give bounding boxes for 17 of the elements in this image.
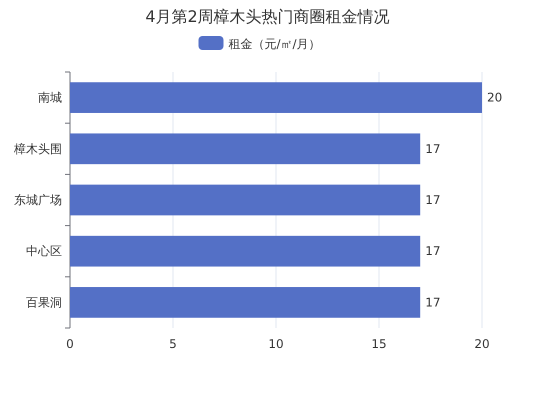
data-label: 17 <box>425 142 440 156</box>
data-label: 20 <box>487 90 502 105</box>
x-tick-label: 15 <box>371 337 387 351</box>
data-label: 17 <box>425 193 440 207</box>
legend-label: 租金（元/㎡/月） <box>228 37 321 51</box>
y-tick-label: 百果洞 <box>26 295 62 310</box>
y-tick-label: 东城广场 <box>14 193 62 207</box>
x-tick-label: 5 <box>169 337 177 351</box>
x-tick-label: 10 <box>268 337 284 351</box>
x-tick-label: 0 <box>66 337 74 351</box>
y-tick-label: 樟木头围 <box>13 142 62 156</box>
data-label: 17 <box>425 295 440 310</box>
chart-title: 4月第2周樟木头热门商圈租金情况 <box>145 7 390 26</box>
y-tick-label: 南城 <box>38 90 62 105</box>
y-tick-label: 中心区 <box>26 244 62 258</box>
x-tick-label: 20 <box>474 337 490 351</box>
data-label: 17 <box>425 244 440 258</box>
